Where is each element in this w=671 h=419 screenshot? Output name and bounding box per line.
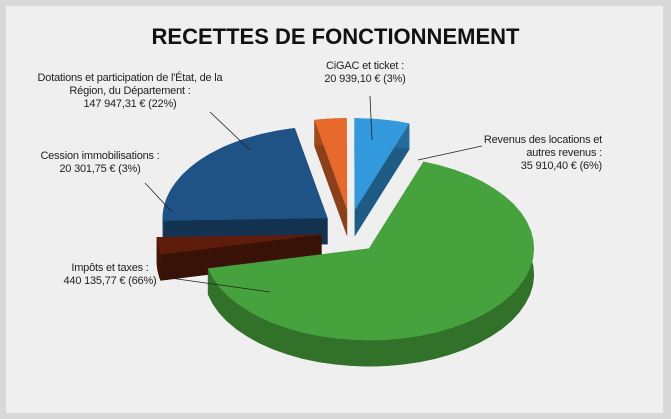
slice-label: Cession immobilisations : [40,150,160,162]
value-label: 147 947,31 € (22%) [83,98,177,110]
chart-title: RECETTES DE FONCTIONNEMENT [151,24,520,49]
slice [314,118,348,211]
slice-label: Impôts et taxes : [71,262,149,274]
leader-line [209,111,251,151]
slice [156,234,322,255]
slice-wall [314,119,348,237]
leader-line [169,277,271,293]
slice-label: CiGAC et ticket : [326,60,404,72]
slice [162,128,328,221]
slice-side [156,237,161,281]
slice-wall [354,123,410,237]
value-label: 20 301,75 € (3%) [59,163,141,175]
value-label: 35 910,40 € (6%) [520,160,602,172]
slice-label: Dotations et participation de l'État, de… [37,72,223,97]
leader-line [369,95,373,141]
slice [207,161,534,341]
leader-line [417,145,483,161]
leader-line [144,182,173,213]
value-label: 20 939,10 € (3%) [324,73,406,85]
slice [354,118,410,211]
value-label: 440 135,77 € (66%) [63,275,157,287]
slice-label: Revenus des locations et autres revenus … [483,134,602,159]
